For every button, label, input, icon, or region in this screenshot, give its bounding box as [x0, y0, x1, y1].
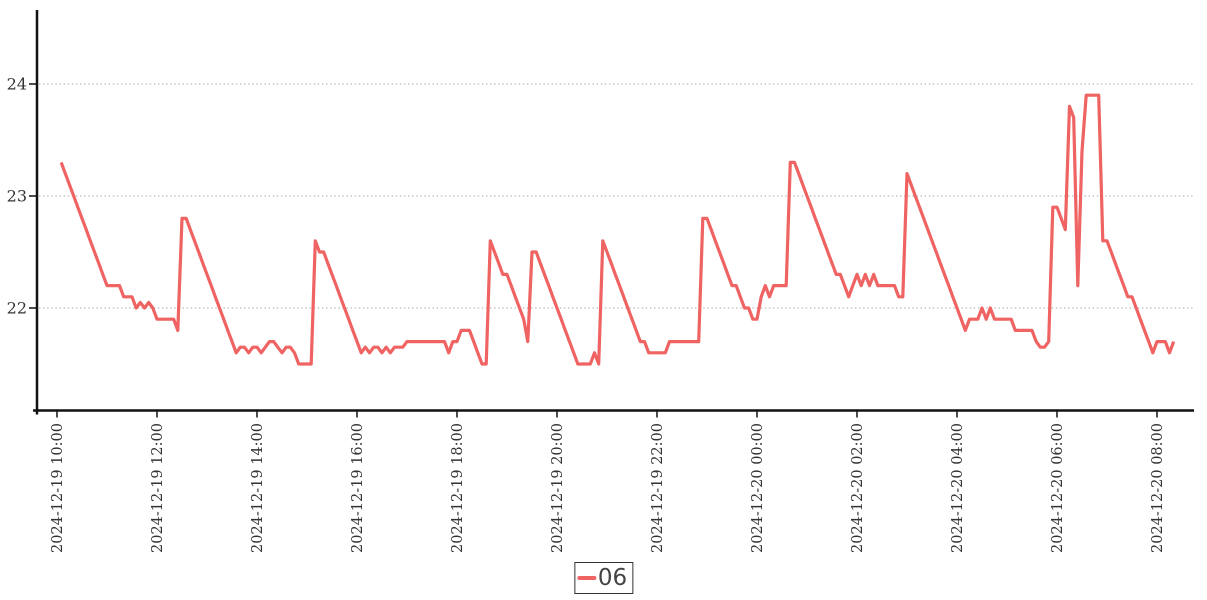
x-tick-label: 2024-12-19 14:00 [250, 423, 266, 553]
y-tick-label: 24 [7, 75, 27, 94]
x-tick-label: 2024-12-20 04:00 [950, 423, 966, 553]
x-tick-label: 2024-12-19 10:00 [50, 423, 66, 553]
y-tick-label: 22 [7, 299, 27, 318]
legend-label: 06 [597, 564, 628, 591]
x-tick-label: 2024-12-19 22:00 [650, 423, 666, 553]
legend-line-marker [576, 576, 596, 580]
x-tick-label: 2024-12-20 06:00 [1050, 423, 1066, 553]
x-tick-label: 2024-12-20 02:00 [850, 423, 866, 553]
x-tick-label: 2024-12-19 20:00 [550, 423, 566, 553]
y-tick-label: 23 [7, 187, 27, 206]
legend[interactable]: 06 [573, 562, 634, 594]
series-line-06 [59, 93, 1176, 366]
x-tick-label: 2024-12-19 18:00 [450, 423, 466, 553]
x-tick-label: 2024-12-20 08:00 [1150, 423, 1166, 553]
x-tick-label: 2024-12-19 12:00 [150, 423, 166, 553]
x-tick-label: 2024-12-19 16:00 [350, 423, 366, 553]
x-tick-label: 2024-12-20 00:00 [750, 423, 766, 553]
